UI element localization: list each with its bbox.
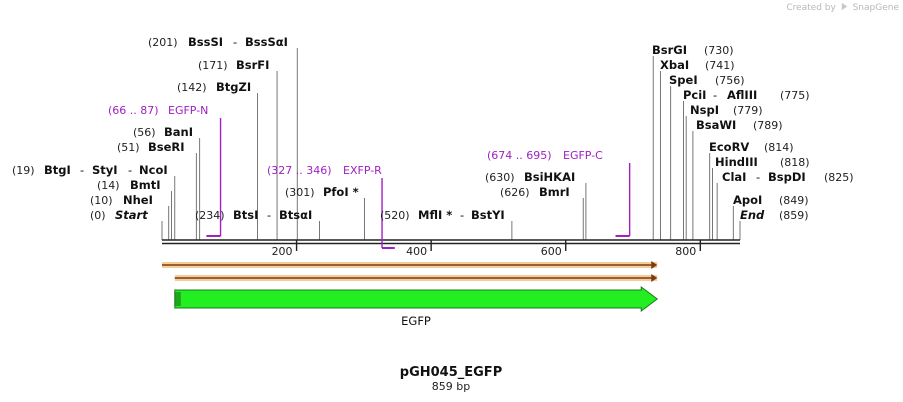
- axis-tick-label: 600: [541, 245, 562, 258]
- site-name-end[interactable]: End: [740, 208, 765, 222]
- site-dash: -: [128, 163, 132, 177]
- snapgene-logo-icon: [841, 2, 847, 11]
- site-pos-btgi: (19): [12, 164, 35, 177]
- site-name-start[interactable]: Start: [115, 208, 148, 222]
- primer-name-egfp-n[interactable]: EGFP-N: [168, 104, 208, 117]
- site-name-nhei[interactable]: NheI: [123, 193, 153, 207]
- site-name-bmri[interactable]: BmrI: [539, 185, 570, 199]
- primer-name-egfp-c[interactable]: EGFP-C: [563, 149, 603, 162]
- site-pos-btgzi: (142): [177, 81, 207, 94]
- primer-range-egfp-c: (674 .. 695): [487, 149, 552, 162]
- feature-egfp[interactable]: EGFP: [174, 286, 659, 328]
- site-dash: -: [756, 170, 760, 184]
- axis-tick-label: 400: [406, 245, 427, 258]
- axis-tick-label: 800: [675, 245, 696, 258]
- site-dash: -: [460, 208, 464, 222]
- site-dash: -: [233, 35, 237, 49]
- plasmid-length: 859 bp: [432, 380, 470, 393]
- feature-egfp-label[interactable]: EGFP: [401, 314, 431, 328]
- site-name-btsai[interactable]: BtsαI: [279, 208, 312, 222]
- site-pos-bsrgi: (730): [704, 44, 734, 57]
- plasmid-name: pGH045_EGFP: [400, 365, 502, 380]
- site-dash: -: [713, 88, 717, 102]
- site-pos-bsssi: (201): [148, 36, 178, 49]
- site-name-bspdi[interactable]: BspDI: [768, 170, 806, 184]
- feature-egfp-arrow[interactable]: [174, 286, 659, 312]
- site-name-clai[interactable]: ClaI: [722, 170, 746, 184]
- primer-labels[interactable]: (66 .. 87) EGFP-N (327 .. 346) EXFP-R (6…: [108, 104, 603, 177]
- feature-egfp-start-hatch: [174, 292, 181, 306]
- site-pos-pfoi: (301): [285, 186, 315, 199]
- orf-arrowhead: [651, 261, 658, 269]
- site-name-bsssi[interactable]: BssSI: [188, 35, 223, 49]
- site-pos-bmti: (14): [97, 179, 120, 192]
- site-name-bmti[interactable]: BmtI: [130, 178, 161, 192]
- site-pos-clai: (825): [824, 171, 854, 184]
- site-name-spei[interactable]: SpeI: [669, 73, 698, 87]
- site-name-styi[interactable]: StyI: [92, 163, 118, 177]
- site-name-bsihkai[interactable]: BsiHKAI: [524, 170, 575, 184]
- site-name-btsi[interactable]: BtsI: [233, 208, 258, 222]
- site-name-bsssai[interactable]: BssSαI: [245, 35, 288, 49]
- site-pos-bseri: (51): [117, 141, 140, 154]
- site-pos-hindiii: (818): [780, 156, 810, 169]
- site-pos-nspi: (779): [733, 104, 763, 117]
- site-name-nspi[interactable]: NspI: [690, 103, 719, 117]
- site-name-pcii[interactable]: PciI: [683, 88, 706, 102]
- site-pos-mfli: (520): [380, 209, 410, 222]
- site-name-ecorv[interactable]: EcoRV: [709, 140, 749, 154]
- snapgene-brand-text: SnapGene: [852, 3, 899, 13]
- site-pos-bani: (56): [133, 126, 156, 139]
- primer-range-egfp-n: (66 .. 87): [108, 104, 159, 117]
- site-name-xbai[interactable]: XbaI: [660, 58, 689, 72]
- site-name-bstyi[interactable]: BstYI: [471, 208, 505, 222]
- site-pos-pcii: (775): [780, 89, 810, 102]
- site-name-apoi[interactable]: ApoI: [733, 193, 762, 207]
- site-pos-ecorv: (814): [764, 141, 794, 154]
- created-by-text: Created by: [786, 3, 836, 13]
- snapgene-watermark: Created by SnapGene: [786, 2, 899, 13]
- site-name-btgi[interactable]: BtgI: [44, 163, 71, 177]
- site-pos-nhei: (10): [90, 194, 113, 207]
- site-pos-bsrfi: (171): [198, 59, 228, 72]
- site-pos-end: (859): [779, 209, 809, 222]
- site-name-mfli[interactable]: MflI *: [418, 208, 452, 222]
- site-name-bsawi[interactable]: BsaWI: [696, 118, 736, 132]
- site-name-bsrgi[interactable]: BsrGI: [652, 43, 687, 57]
- site-name-hindiii[interactable]: HindIII: [715, 155, 758, 169]
- site-name-bsrfi[interactable]: BsrFI: [236, 58, 269, 72]
- site-pos-bsihkai: (630): [485, 171, 515, 184]
- primer-name-exfp-r[interactable]: EXFP-R: [343, 164, 382, 177]
- sequence-backbone[interactable]: [162, 239, 740, 245]
- site-pos-bsawi: (789): [753, 119, 783, 132]
- site-dash: -: [80, 163, 84, 177]
- site-pos-spei: (756): [715, 74, 745, 87]
- site-pos-bmri: (626): [500, 186, 530, 199]
- site-pos-xbai: (741): [705, 59, 735, 72]
- site-name-ncoi[interactable]: NcoI: [139, 163, 168, 177]
- site-name-afliii[interactable]: AflIII: [727, 88, 757, 102]
- site-dash: -: [267, 208, 271, 222]
- site-name-btgzi[interactable]: BtgZI: [216, 80, 251, 94]
- site-pos-btsi: (234): [195, 209, 225, 222]
- site-pos-apoi: (849): [779, 194, 809, 207]
- site-pos-start: (0): [90, 209, 106, 222]
- site-labels[interactable]: (201) BssSI - BssSαI (171) BsrFI (142) B…: [12, 35, 854, 222]
- site-name-bani[interactable]: BanI: [164, 125, 193, 139]
- site-leader-lines: [161, 48, 741, 240]
- site-name-bseri[interactable]: BseRI: [148, 140, 185, 154]
- primer-range-exfp-r: (327 .. 346): [267, 164, 332, 177]
- axis-ticks: 200 400 600 800: [272, 240, 702, 258]
- site-name-pfoi[interactable]: PfoI *: [323, 185, 359, 199]
- orfs[interactable]: [162, 261, 658, 282]
- axis-tick-label: 200: [272, 245, 293, 258]
- primers[interactable]: [206, 118, 631, 249]
- orf-arrowhead: [651, 274, 658, 282]
